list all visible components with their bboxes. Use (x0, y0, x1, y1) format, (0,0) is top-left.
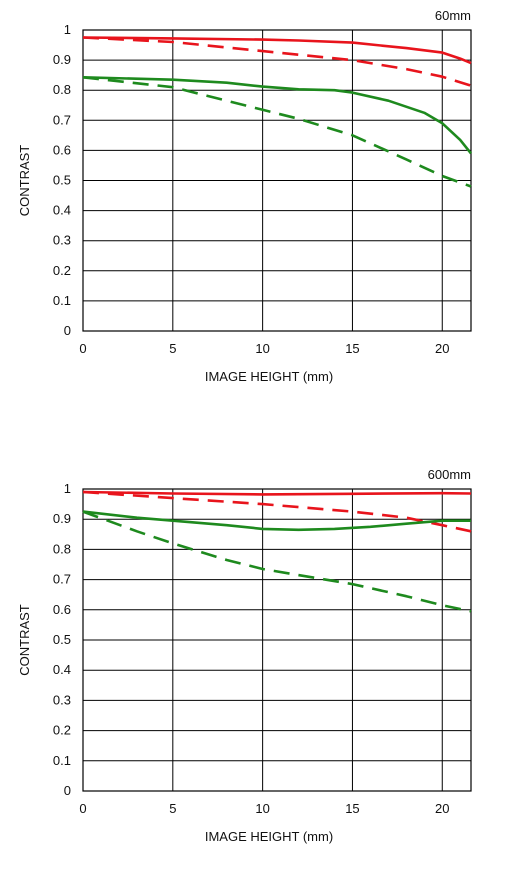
y-tick-label: 0.8 (53, 82, 71, 97)
y-tick-label: 0.5 (53, 173, 71, 188)
x-axis-label: IMAGE HEIGHT (mm) (205, 369, 333, 384)
y-tick-label: 0.1 (53, 753, 71, 768)
plot-frame (82, 29, 472, 332)
series-line-green-dashed (82, 510, 472, 613)
y-tick-label: 0.6 (53, 142, 71, 157)
x-tick-label: 15 (345, 801, 359, 816)
series-line-red-solid (82, 36, 472, 65)
y-tick-label: 0.3 (53, 233, 71, 248)
x-tick-label: 0 (79, 801, 86, 816)
y-tick-label: 0.4 (53, 662, 71, 677)
y-tick-label: 0.3 (53, 692, 71, 707)
y-tick-label: 0.5 (53, 632, 71, 647)
series-line-green-solid (82, 76, 473, 155)
y-tick-label: 0.1 (53, 293, 71, 308)
y-tick-label: 0.7 (53, 572, 71, 587)
y-tick-label: 0 (64, 783, 71, 798)
x-tick-label: 10 (255, 801, 269, 816)
y-axis-label: CONTRAST (17, 604, 32, 676)
series-line-red-dashed (82, 36, 472, 87)
y-tick-label: 0 (64, 323, 71, 338)
x-tick-label: 15 (345, 341, 359, 356)
y-tick-label: 0.9 (53, 52, 71, 67)
x-tick-label: 10 (255, 341, 269, 356)
x-tick-label: 20 (435, 341, 449, 356)
y-tick-label: 0.8 (53, 541, 71, 556)
x-tick-label: 5 (169, 341, 176, 356)
y-tick-label: 0.6 (53, 602, 71, 617)
y-tick-label: 0.2 (53, 723, 71, 738)
x-tick-label: 5 (169, 801, 176, 816)
series-line-green-solid (82, 510, 471, 532)
series-line-red-dashed (82, 490, 472, 533)
plot-frame (82, 488, 472, 792)
y-tick-label: 1 (64, 22, 71, 37)
y-tick-label: 0.7 (53, 112, 71, 127)
chart-title-focal-length: 600mm (428, 467, 471, 482)
series-line-red-solid (82, 490, 472, 496)
mtf-chart-2: 00.10.20.30.40.50.60.70.80.910 5 10 15 20IMA… (17, 467, 472, 844)
y-tick-label: 0.9 (53, 511, 71, 526)
x-axis-label: IMAGE HEIGHT (mm) (205, 829, 333, 844)
series-line-green-dashed (82, 76, 472, 188)
chart-title-focal-length: 60mm (435, 8, 471, 23)
mtf-chart-1: 00.10.20.30.40.50.60.70.80.910 5 10 15 20IMA… (17, 8, 473, 384)
y-tick-label: 1 (64, 481, 71, 496)
y-axis-label: CONTRAST (17, 145, 32, 217)
y-tick-label: 0.4 (53, 203, 71, 218)
y-tick-label: 0.2 (53, 263, 71, 278)
x-tick-label: 20 (435, 801, 449, 816)
x-tick-label: 0 (79, 341, 86, 356)
